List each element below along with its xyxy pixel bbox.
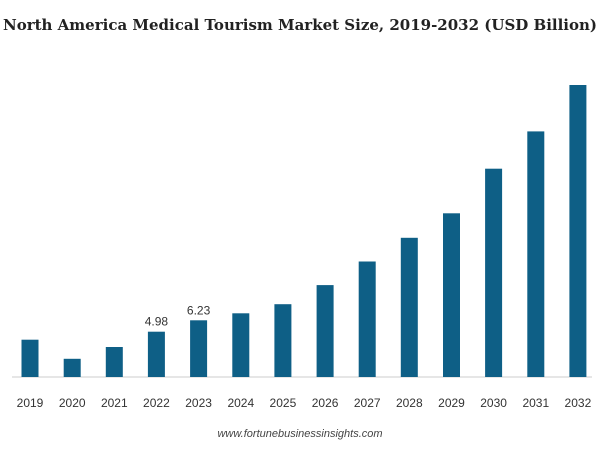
chart-title: North America Medical Tourism Market Siz… [2, 16, 598, 34]
bar-2028 [400, 237, 418, 377]
x-tick-label-2019: 2019 [17, 396, 44, 410]
x-tick-label-2020: 2020 [59, 396, 86, 410]
bar-2032 [569, 85, 587, 377]
bar-2027 [358, 261, 376, 377]
bar-2024 [232, 313, 250, 377]
bar-2030 [485, 168, 503, 377]
x-tick-label-2021: 2021 [101, 396, 128, 410]
x-tick-label-2028: 2028 [396, 396, 423, 410]
x-tick-label-2032: 2032 [565, 396, 592, 410]
x-tick-label-2029: 2029 [438, 396, 465, 410]
x-tick-label-2027: 2027 [354, 396, 381, 410]
x-tick-label-2023: 2023 [185, 396, 212, 410]
x-tick-label-2025: 2025 [270, 396, 297, 410]
bar-2026 [316, 285, 334, 377]
bar-2021 [105, 347, 123, 377]
x-tick-label-2030: 2030 [480, 396, 507, 410]
data-label-2022: 4.98 [145, 315, 169, 329]
x-tick-label-2026: 2026 [312, 396, 339, 410]
bar-2029 [443, 213, 460, 377]
bar-2025 [274, 304, 292, 377]
bar-2020 [63, 358, 81, 377]
bar-2031 [527, 131, 545, 377]
x-tick-label-2031: 2031 [522, 396, 549, 410]
bar-2019 [21, 339, 39, 377]
x-tick-label-2024: 2024 [227, 396, 254, 410]
bar-2022 [147, 331, 165, 377]
source-credit: www.fortunebusinessinsights.com [217, 428, 383, 440]
x-tick-label-2022: 2022 [143, 396, 170, 410]
bar-2023 [190, 320, 208, 377]
data-label-2023: 6.23 [187, 303, 211, 317]
